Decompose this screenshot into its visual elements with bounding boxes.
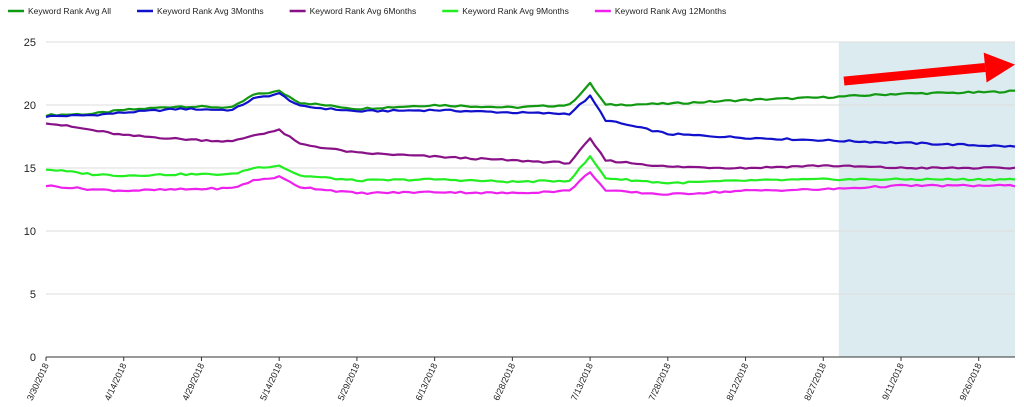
legend-label: Keyword Rank Avg 9Months	[462, 6, 569, 16]
legend-label: Keyword Rank Avg 3Months	[157, 6, 264, 16]
x-tick-label: 5/29/2018	[336, 362, 362, 403]
series-line	[45, 171, 1016, 196]
x-tick-label: 6/28/2018	[491, 362, 517, 403]
legend-label: Keyword Rank Avg All	[28, 6, 111, 16]
highlight-region	[838, 42, 1015, 357]
x-tick-label: 7/28/2018	[647, 362, 673, 403]
x-tick-label: 6/13/2018	[413, 362, 439, 403]
chart-legend: Keyword Rank Avg All Keyword Rank Avg 3Mo…	[8, 6, 726, 16]
trend-arrow-head	[983, 52, 1015, 83]
series-line	[45, 122, 1016, 170]
x-tick-label: 8/12/2018	[724, 362, 750, 403]
x-axis-ticks: 3/30/2018 4/14/2018 4/29/2018 5/14/2018 5/29…	[25, 357, 984, 402]
x-tick-label: 5/14/2018	[258, 362, 284, 403]
legend-label: Keyword Rank Avg 12Months	[615, 6, 726, 16]
series-line	[45, 92, 1016, 148]
legend-label: Keyword Rank Avg 6Months	[310, 6, 417, 16]
x-tick-label: 7/13/2018	[569, 362, 595, 403]
y-tick-label: 20	[24, 100, 36, 112]
x-tick-label: 4/29/2018	[180, 362, 206, 403]
x-tick-label: 8/27/2018	[802, 362, 828, 403]
y-gridlines	[46, 41, 1015, 295]
y-tick-label: 15	[24, 163, 36, 175]
y-axis-ticks: 0 5 10 15 20 25	[24, 37, 36, 364]
y-tick-label: 25	[24, 37, 36, 49]
series-line	[45, 155, 1016, 185]
series-line	[45, 81, 1016, 118]
trend-arrow	[843, 52, 1015, 86]
x-tick-label: 3/30/2018	[25, 362, 51, 403]
y-tick-label: 0	[30, 352, 36, 364]
trend-arrow-shaft	[843, 63, 986, 86]
x-tick-label: 9/26/2018	[958, 362, 984, 403]
y-tick-label: 10	[24, 226, 36, 238]
x-tick-label: 4/14/2018	[103, 362, 129, 403]
x-tick-label: 9/11/2018	[880, 362, 906, 402]
chart-series	[45, 81, 1016, 196]
y-tick-label: 5	[30, 289, 36, 301]
